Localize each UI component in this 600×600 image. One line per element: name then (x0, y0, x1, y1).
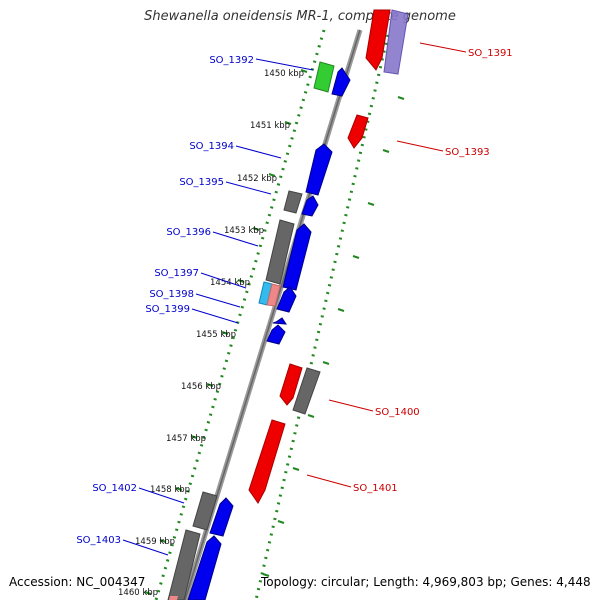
tick-mark (382, 149, 390, 153)
forward-gene-labels: SO_1392 SO_1394 SO_1395 SO_1396 SO_1397 … (76, 55, 254, 546)
gene-label-so1400: SO_1400 (375, 407, 420, 418)
tick-mark (190, 435, 198, 439)
gene-label-so1403: SO_1403 (76, 535, 121, 546)
leader-lines (122, 42, 467, 556)
leader-so1392 (255, 58, 314, 71)
gene-label-so1398: SO_1398 (149, 289, 194, 300)
leader-so1393 (396, 140, 444, 152)
tick-mark (252, 227, 260, 231)
leader-so1403 (122, 539, 169, 556)
gene-so1396 (282, 223, 312, 291)
leader-so1400 (328, 399, 374, 412)
tick-mark (284, 121, 292, 125)
gene-so1393 (347, 114, 369, 149)
gene-so1391-lavender (383, 9, 409, 75)
tick-mark (175, 487, 183, 491)
tick-mark (262, 573, 270, 577)
reverse-genes (248, 9, 409, 504)
gene-so1400a (279, 363, 303, 406)
kbp-label: 1459 kbp (135, 537, 175, 547)
kbp-label: 1450 kbp (264, 69, 304, 79)
leader-so1396 (212, 231, 259, 247)
leader-so1391 (419, 42, 467, 53)
gene-label-so1392: SO_1392 (209, 55, 254, 66)
tick-group (144, 69, 405, 595)
gene-label-so1397: SO_1397 (154, 268, 199, 279)
leader-so1398 (195, 293, 241, 308)
gene-so1399a (272, 317, 287, 325)
gene-label-so1396: SO_1396 (166, 227, 211, 238)
tick-mark (352, 255, 360, 259)
gene-so1399b (266, 324, 286, 345)
gene-so1403-grey (167, 529, 201, 600)
kbp-label: 1453 kbp (224, 226, 264, 236)
leader-so1402 (138, 487, 185, 504)
tick-mark (300, 69, 308, 73)
tick-mark (206, 383, 214, 387)
tick-mark (397, 96, 405, 100)
reverse-outer-guide (254, 34, 390, 600)
gene-so1400b (292, 367, 321, 415)
gene-so1392-green (313, 61, 335, 93)
leader-so1401 (306, 474, 352, 488)
kbp-label: 1455 kbp (196, 330, 236, 340)
gene-label-so1394: SO_1394 (189, 141, 234, 152)
gene-label-so1393: SO_1393 (445, 147, 490, 158)
tick-mark (307, 414, 315, 418)
forward-outer-guide (154, 29, 326, 600)
tick-mark (337, 308, 345, 312)
kbp-label: 1456 kbp (181, 382, 221, 392)
kbp-label: 1457 kbp (166, 434, 206, 444)
kbp-label: 1458 kbp (150, 485, 190, 495)
tick-mark (292, 467, 300, 471)
leader-so1395 (225, 181, 272, 195)
leader-so1394 (235, 145, 282, 159)
tick-mark (277, 520, 285, 524)
gene-so1402-grey (192, 491, 218, 531)
gene-label-so1395: SO_1395 (179, 177, 224, 188)
gene-so1397-pink (266, 283, 281, 307)
gene-so1396-grey (265, 219, 295, 285)
leader-so1399 (191, 308, 239, 324)
leader-so1397 (200, 272, 247, 289)
gene-label-so1401: SO_1401 (353, 483, 398, 494)
reverse-gene-labels: SO_1391 SO_1393 SO_1400 SO_1401 (353, 48, 513, 494)
tick-mark (237, 279, 245, 283)
tick-mark (268, 173, 276, 177)
gene-so1403-pink (169, 596, 178, 600)
gene-so1391 (365, 9, 391, 71)
gene-label-so1399: SO_1399 (145, 304, 190, 315)
tick-mark (159, 539, 167, 543)
tick-mark (322, 361, 330, 365)
accession-text: Accession: NC_004347 (9, 575, 146, 589)
tick-mark (144, 591, 152, 595)
dotted-guides (154, 29, 390, 600)
kbp-label: 1451 kbp (250, 121, 290, 131)
gene-so1395 (301, 195, 319, 217)
gene-label-so1391: SO_1391 (468, 48, 513, 59)
gene-so1395-grey (283, 190, 303, 214)
gene-so1403 (187, 535, 222, 600)
tick-mark (367, 202, 375, 206)
kbp-label: 1460 kbp (118, 588, 158, 598)
topology-text: Topology: circular; Length: 4,969,803 bp… (261, 575, 591, 589)
gene-so1402 (209, 497, 234, 537)
gene-so1392 (331, 67, 351, 97)
gene-so1401 (248, 419, 286, 504)
gene-so1394 (305, 143, 333, 196)
kbp-label: 1452 kbp (237, 174, 277, 184)
gene-label-so1402: SO_1402 (92, 483, 137, 494)
gene-so1398 (276, 286, 297, 313)
tick-mark (221, 331, 229, 335)
forward-genes (167, 61, 351, 600)
